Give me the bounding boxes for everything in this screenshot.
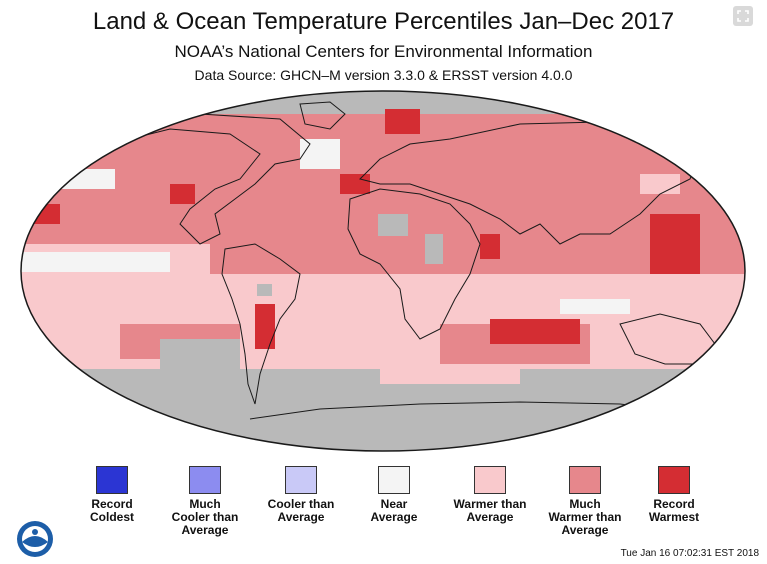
legend-label: Warmer than Average (453, 497, 527, 524)
map-subtitle: NOAA’s National Centers for Environmenta… (174, 42, 593, 61)
north-america-outline (109, 113, 311, 245)
legend-label: Record Warmest (648, 497, 700, 524)
map-grid (21, 91, 745, 451)
map-svg (20, 90, 746, 452)
legend-swatch (658, 466, 690, 494)
timestamp: Tue Jan 16 07:02:31 EST 2018 (620, 548, 759, 559)
legend-label: Near Average (370, 497, 418, 524)
noaa-logo (16, 520, 54, 558)
africa-east-record (480, 234, 500, 259)
legend-swatch (378, 466, 410, 494)
africa-no-data-2 (425, 234, 443, 264)
sam-no-data (257, 284, 272, 296)
legend-swatch (474, 466, 506, 494)
legend-warmer: Warmer than Average (435, 466, 545, 524)
eurasia-outline (359, 121, 701, 245)
npac-east-warmer (640, 174, 680, 194)
legend-swatch (285, 466, 317, 494)
expand-icon (737, 10, 749, 22)
legend-much-warmer: Much Warmer than Average (530, 466, 640, 537)
north-band (21, 114, 745, 219)
legend-much-cooler: Much Cooler than Average (150, 466, 260, 537)
south-america-outline (221, 243, 301, 405)
africa-outline (347, 188, 481, 340)
data-source: Data Source: GHCN–M version 3.3.0 & ERSS… (194, 67, 573, 83)
legend-near: Near Average (339, 466, 449, 524)
arctic-no-data (21, 91, 745, 114)
eq-pacific-near (21, 252, 170, 272)
legend-record-warmest: Record Warmest (619, 466, 729, 524)
legend-record-coldest: Record Coldest (57, 466, 167, 524)
npac-near (60, 169, 115, 189)
wpac-record (650, 214, 700, 274)
legend: Record Coldest Much Cooler than Average … (0, 466, 767, 546)
natl-near (300, 139, 340, 169)
legend-swatch (189, 466, 221, 494)
legend-cooler: Cooler than Average (246, 466, 356, 524)
sindian-record (490, 319, 580, 344)
expand-button[interactable] (733, 6, 753, 26)
legend-label: Much Cooler than Average (171, 497, 239, 537)
s-atl-warmer (380, 369, 520, 384)
legend-label: Cooler than Average (267, 497, 335, 524)
mexico-record (170, 184, 195, 204)
map-title: Land & Ocean Temperature Percentiles Jan… (92, 8, 675, 35)
world-map (0, 84, 767, 459)
s-ocean-no-data (160, 339, 240, 369)
arctic-record (385, 109, 420, 134)
globe-border (20, 90, 746, 452)
legend-label: Record Coldest (89, 497, 134, 524)
legend-swatch (569, 466, 601, 494)
south-mid (21, 314, 745, 359)
atl-record (340, 174, 370, 194)
greenland-outline (299, 101, 346, 130)
sam-record (255, 304, 275, 349)
africa-no-data-1 (378, 214, 408, 236)
noaa-logo-icon (17, 521, 53, 557)
legend-label: Much Warmer than Average (548, 497, 622, 537)
legend-swatch (96, 466, 128, 494)
